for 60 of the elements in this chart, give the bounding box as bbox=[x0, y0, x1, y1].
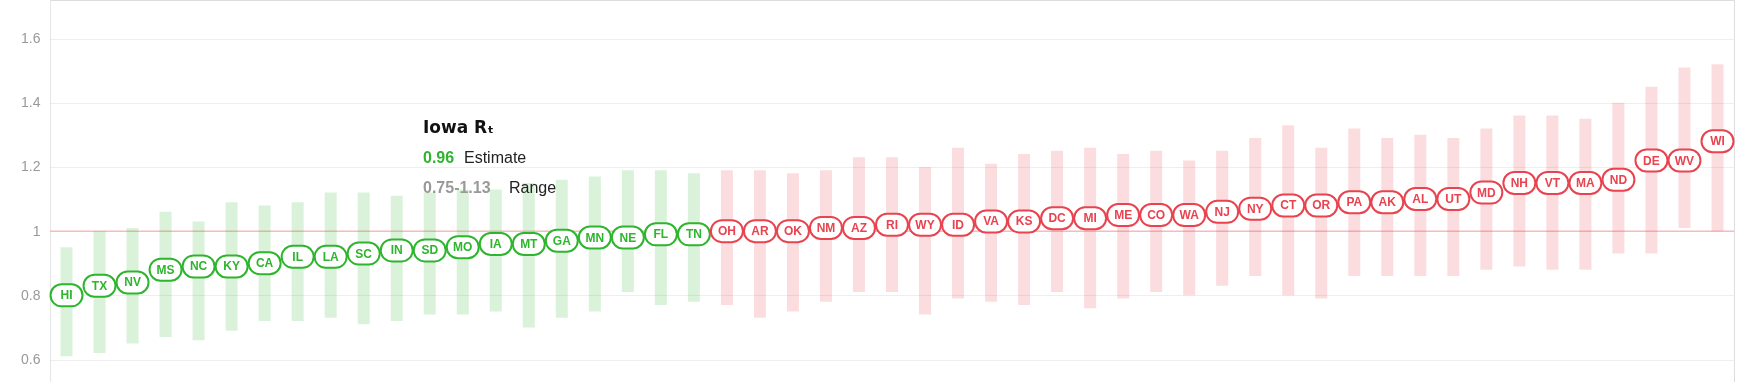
x-tick-label: TN bbox=[685, 227, 702, 242]
x-tick-label: MI bbox=[1083, 211, 1097, 226]
y-tick-label: 1.4 bbox=[21, 94, 41, 111]
x-tick-label: OR bbox=[1312, 198, 1331, 213]
x-tick-label: OK bbox=[783, 224, 803, 239]
annotation: 0.75-1.13 Range bbox=[423, 179, 557, 196]
x-tick-label: ID bbox=[952, 217, 965, 232]
x-tick-label: MS bbox=[156, 262, 175, 277]
x-tick-label: ME bbox=[1114, 208, 1133, 223]
x-tick-label: DC bbox=[1048, 211, 1067, 226]
x-tick-label: PA bbox=[1346, 195, 1363, 210]
y-tick-label: 1.2 bbox=[21, 158, 41, 175]
x-tick-label: NE bbox=[619, 230, 637, 245]
x-tick-label: ND bbox=[1609, 172, 1628, 187]
x-tick-label: WA bbox=[1179, 208, 1200, 223]
x-tick-label: KY bbox=[223, 259, 240, 274]
x-tick-label: UT bbox=[1445, 192, 1462, 207]
x-tick-label: SD bbox=[421, 243, 439, 258]
x-tick-label: IN bbox=[390, 243, 403, 258]
x-tick-label: MO bbox=[453, 240, 473, 255]
x-tick-label: AL bbox=[1412, 192, 1429, 207]
x-tick-label: MN bbox=[585, 230, 605, 245]
x-tick-label: RI bbox=[886, 217, 898, 232]
annotation: Iowa Rₜ bbox=[423, 117, 494, 137]
x-tick-label: WV bbox=[1674, 153, 1695, 168]
x-tick-label: NJ bbox=[1214, 204, 1230, 219]
x-tick-label: CO bbox=[1147, 208, 1166, 223]
y-tick-label: 1.6 bbox=[21, 30, 41, 47]
x-tick-label: VT bbox=[1544, 175, 1561, 190]
x-tick-label: MA bbox=[1576, 175, 1596, 190]
x-tick-label: WI bbox=[1710, 134, 1725, 149]
x-tick-label: NH bbox=[1510, 175, 1529, 190]
x-tick-label: FL bbox=[653, 227, 669, 242]
x-tick-label: GA bbox=[552, 233, 572, 248]
x-tick-label: AR bbox=[751, 224, 769, 239]
x-tick-label: TX bbox=[91, 278, 108, 293]
y-tick-label: 0.6 bbox=[21, 351, 41, 368]
x-tick-label: AK bbox=[1378, 195, 1397, 210]
y-tick-label: 1 bbox=[32, 222, 41, 239]
x-tick-label: SC bbox=[355, 246, 373, 261]
x-tick-label: LA bbox=[322, 249, 339, 264]
x-tick-label: CT bbox=[1280, 198, 1297, 213]
x-tick-label: DE bbox=[1643, 153, 1660, 168]
x-tick-label: IA bbox=[489, 236, 503, 251]
x-tick-label: CA bbox=[255, 256, 274, 271]
x-tick-label: AZ bbox=[850, 220, 867, 235]
x-tick-label: MT bbox=[520, 236, 539, 251]
x-tick-label: NV bbox=[124, 275, 141, 290]
x-tick-label: VA bbox=[983, 214, 1000, 229]
x-tick-label: OH bbox=[717, 224, 736, 239]
x-tick-label: NC bbox=[189, 259, 208, 274]
x-tick-label: WY bbox=[915, 217, 935, 232]
x-tick-label: HI bbox=[60, 288, 73, 303]
x-tick-label: IL bbox=[292, 249, 303, 264]
x-tick-label: KS bbox=[1015, 214, 1033, 229]
x-tick-label: NY bbox=[1246, 201, 1264, 216]
x-tick-label: MD bbox=[1477, 185, 1497, 200]
x-tick-label: NM bbox=[816, 220, 836, 235]
y-tick-label: 0.8 bbox=[21, 286, 41, 303]
annotation: 0.96 Estimate bbox=[423, 149, 527, 166]
